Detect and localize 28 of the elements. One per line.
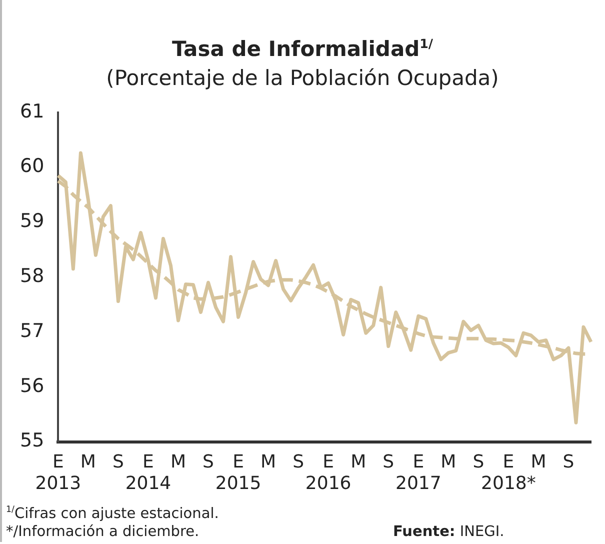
chart-title: Tasa de Informalidad$^{1/}$ [170,36,434,61]
x-tick-label: S [472,451,484,472]
y-tick-label: 57 [20,320,44,342]
text: */Información a diciembre. [6,524,200,540]
x-tick-label: M [260,451,276,472]
x-tick-label: E 2015 [215,451,262,494]
x-tick-label: M [350,451,366,472]
x-tick-label: E 2016 [305,451,352,494]
x-tick-label: S [292,451,304,472]
x-tick-label: S [562,451,574,472]
x-tick-label: M [440,451,456,472]
y-tick-label: 60 [20,155,44,178]
y-tick-label: 56 [20,374,44,397]
x-tick-label: E 2017 [395,451,442,494]
x-tick-label: S [382,451,394,472]
x-tick-label: M [170,451,186,472]
x-tick-label: E 2014 [125,451,172,494]
text: $^{1/}$Cifras con ajuste estacional. [6,505,219,522]
x-tick-label: S [202,451,214,472]
y-tick-label: 59 [20,210,44,232]
y-tick-label: 61 [20,100,44,122]
y-tick-label: 58 [20,265,44,288]
chart-subtitle: (Porcentaje de la Población Ocupada) [105,66,500,90]
x-tick-label: M [80,451,96,472]
source-note: Fuente: INEGI. [393,524,504,540]
x-tick-label: S [112,451,124,472]
y-tick-label: 55 [20,430,44,452]
x-tick-label: E 2013 [35,451,82,494]
